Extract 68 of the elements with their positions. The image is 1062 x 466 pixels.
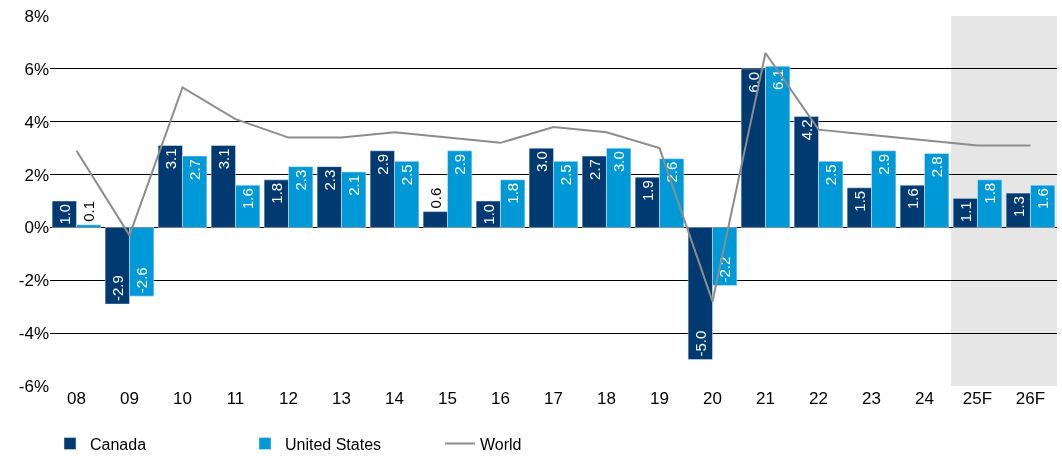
data-label: 1.9 xyxy=(638,180,656,202)
data-label: 6.1 xyxy=(769,69,787,91)
y-tick-label: 6% xyxy=(24,59,49,79)
y-tick-label: -2% xyxy=(18,271,49,291)
y-tick-label: -4% xyxy=(18,324,49,344)
x-tick-label: 16 xyxy=(491,389,510,408)
x-tick-label: 15 xyxy=(438,389,457,408)
legend-label: World xyxy=(480,435,522,453)
data-label: 1.5 xyxy=(850,190,868,212)
data-label: 2.9 xyxy=(373,153,391,175)
x-tick-label: 17 xyxy=(544,389,563,408)
data-label: 2.9 xyxy=(875,153,893,175)
data-label: -2.9 xyxy=(108,275,126,302)
y-tick-label: 2% xyxy=(24,165,49,185)
x-tick-label: 19 xyxy=(650,389,669,408)
y-tick-label: 8% xyxy=(24,6,49,26)
y-tick-label: 4% xyxy=(24,112,49,132)
data-label: 1.0 xyxy=(480,204,497,225)
legend-label: Canada xyxy=(90,435,147,453)
x-tick-label: 26F xyxy=(1015,389,1046,408)
data-label: 2.9 xyxy=(451,153,469,175)
data-label: 2.1 xyxy=(345,174,363,196)
x-tick-label: 18 xyxy=(597,389,616,408)
line-series xyxy=(75,52,1032,303)
x-tick-label: 12 xyxy=(279,389,298,408)
data-label: 6.0 xyxy=(744,71,762,93)
x-tick-label: 23 xyxy=(862,389,881,408)
data-label: 3.1 xyxy=(214,148,232,170)
data-label: 1.0 xyxy=(56,204,73,225)
data-label: 1.6 xyxy=(239,188,257,209)
data-label: -2.6 xyxy=(133,267,151,294)
data-label: 2.8 xyxy=(928,156,946,178)
x-tick-label: 13 xyxy=(332,389,351,408)
data-label: 0.6 xyxy=(426,187,444,209)
x-tick-label: 11 xyxy=(226,389,245,408)
data-label: 2.7 xyxy=(186,159,204,180)
data-label: 1.1 xyxy=(956,201,974,223)
data-label: 4.2 xyxy=(797,119,815,141)
data-label: 1.6 xyxy=(1034,188,1052,209)
legend-label: United States xyxy=(285,435,382,453)
data-label: 3.0 xyxy=(610,151,628,172)
data-label: 2.5 xyxy=(557,164,575,186)
data-label: 0.1 xyxy=(80,200,98,222)
data-label: 2.3 xyxy=(320,169,338,191)
data-label: 1.8 xyxy=(504,182,522,204)
data-label: -5.0 xyxy=(691,330,709,357)
data-label: 1.6 xyxy=(903,188,921,209)
data-label: 2.7 xyxy=(585,159,603,180)
data-label: 2.5 xyxy=(398,164,416,186)
x-tick-label: 21 xyxy=(756,389,775,408)
y-tick-label: -6% xyxy=(18,376,49,396)
data-label: 1.8 xyxy=(981,182,999,204)
data-label: 2.3 xyxy=(292,169,310,191)
x-tick-label: 10 xyxy=(173,389,192,408)
x-tick-label: 09 xyxy=(120,389,139,408)
data-label: 2.5 xyxy=(822,164,840,186)
data-label: 3.0 xyxy=(532,151,550,172)
x-tick-label: 25F xyxy=(962,389,993,408)
data-label: 1.8 xyxy=(267,182,285,204)
x-tick-label: 14 xyxy=(385,389,404,408)
x-tick-label: 08 xyxy=(67,389,86,408)
data-label: 3.1 xyxy=(161,148,179,170)
x-tick-label: 20 xyxy=(703,389,722,408)
x-tick-label: 22 xyxy=(809,389,828,408)
data-label: 2.6 xyxy=(663,161,681,183)
x-tick-label: 24 xyxy=(915,389,934,408)
data-label: 1.3 xyxy=(1009,196,1027,217)
y-tick-label: 0% xyxy=(24,218,49,238)
